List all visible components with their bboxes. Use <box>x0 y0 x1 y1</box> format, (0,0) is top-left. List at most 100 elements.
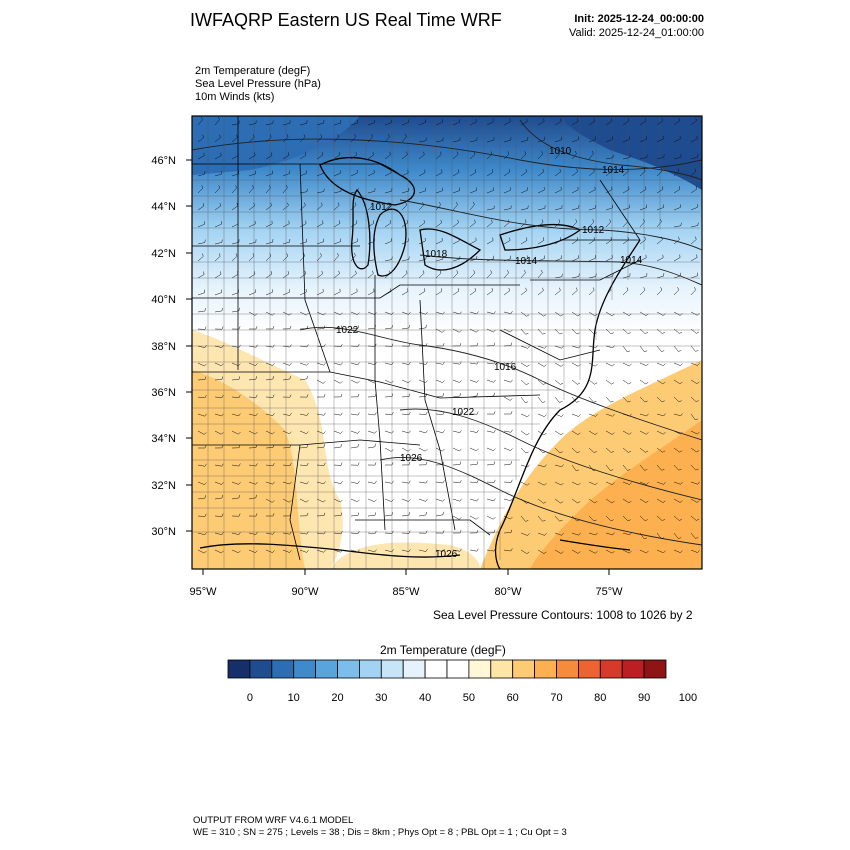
wind-barb <box>367 498 377 502</box>
wind-barb <box>605 311 615 317</box>
wind-barb <box>350 202 357 211</box>
wind-barb <box>384 498 394 502</box>
wind-barb <box>503 548 513 552</box>
wind-barb <box>622 311 632 317</box>
wind-barb <box>639 396 648 403</box>
wind-barb <box>673 272 682 279</box>
pressure-label: 1014 <box>620 255 643 266</box>
wind-barb <box>231 289 239 296</box>
pressure-label: 1026 <box>435 549 458 560</box>
wind-barb <box>282 220 290 228</box>
wind-barb <box>231 376 241 381</box>
wind-barb <box>248 463 258 467</box>
wind-barb <box>384 393 394 398</box>
wind-barb <box>418 361 428 365</box>
wind-barb <box>452 498 462 502</box>
wind-barb <box>401 530 411 534</box>
wind-barb <box>537 287 544 296</box>
wind-barb <box>249 326 258 330</box>
wind-barb <box>571 379 581 385</box>
wind-barb <box>452 393 461 398</box>
wind-barb <box>605 204 614 211</box>
wind-barb <box>605 328 614 335</box>
wind-barb <box>214 116 220 126</box>
wind-barb <box>537 118 545 126</box>
wind-barb <box>299 394 309 398</box>
wind-barb <box>673 254 681 262</box>
wind-barb <box>265 289 273 296</box>
wind-barb <box>622 328 631 335</box>
wind-barb <box>571 515 580 522</box>
wind-barb <box>401 411 411 415</box>
wind-barb <box>639 464 648 471</box>
wind-barb <box>537 345 547 349</box>
wind-barb <box>214 326 224 330</box>
wind-barb <box>452 447 462 452</box>
wind-barb <box>350 443 359 449</box>
wind-barb <box>384 220 392 228</box>
wind-barb <box>690 168 697 177</box>
wind-barb <box>316 412 326 416</box>
lat-label: 42°N <box>151 248 176 260</box>
wind-barb <box>418 137 427 143</box>
wind-barb <box>486 479 496 483</box>
wind-barb <box>673 186 681 194</box>
wind-barb <box>571 464 580 471</box>
wind-barb <box>265 202 272 211</box>
wind-barb <box>384 119 392 126</box>
wind-barb <box>452 411 462 415</box>
wind-barb <box>571 255 579 262</box>
wind-barb <box>537 255 545 262</box>
wind-barb <box>452 311 462 315</box>
wind-barb <box>690 204 698 211</box>
wind-barb <box>520 136 529 143</box>
wind-barb <box>418 288 426 296</box>
colorbar-swatch <box>227 659 251 679</box>
wind-barb <box>588 219 595 228</box>
wind-barb <box>282 253 289 262</box>
wind-barb <box>605 413 615 417</box>
wind-barb <box>656 254 664 262</box>
pressure-label: 1014 <box>602 165 625 176</box>
wind-barb <box>690 254 698 262</box>
wind-barb <box>673 532 682 539</box>
wind-barb <box>537 430 547 436</box>
wind-barb <box>622 396 631 403</box>
wind-barb <box>520 430 530 436</box>
wind-barb <box>435 498 445 502</box>
wind-barb <box>469 311 479 315</box>
wind-barb <box>486 461 496 466</box>
wind-barb <box>571 413 581 417</box>
wind-barb <box>554 379 564 385</box>
wind-barb <box>504 411 513 415</box>
wind-barb <box>537 237 545 245</box>
wind-barb <box>537 481 547 486</box>
wind-barb <box>435 219 442 228</box>
wind-barb <box>418 237 426 245</box>
wind-barb <box>350 412 360 416</box>
wind-barb <box>520 118 528 126</box>
wind-barb <box>333 343 343 347</box>
wind-barb <box>231 253 238 262</box>
wind-barb <box>673 362 683 366</box>
wind-barb <box>690 154 699 160</box>
wind-barb <box>571 311 581 317</box>
wind-barb <box>316 512 326 517</box>
wind-barb <box>384 288 392 296</box>
colorbar-swatch <box>512 659 536 679</box>
wind-barb <box>299 311 309 316</box>
wind-barb <box>639 273 648 279</box>
wind-barb <box>333 270 340 279</box>
wind-barb <box>350 252 356 262</box>
wind-barb <box>571 328 580 335</box>
wind-barb <box>690 515 700 521</box>
wind-barb <box>299 325 309 330</box>
wind-barb <box>248 362 258 366</box>
wind-barb <box>231 413 241 417</box>
wind-barb <box>452 461 462 466</box>
longitude-labels: 95°W 90°W 85°W 80°W 75°W <box>189 586 623 598</box>
wind-barb <box>673 135 681 143</box>
wind-barb <box>605 186 613 194</box>
wind-barb <box>197 532 207 536</box>
wind-barb <box>588 532 598 536</box>
